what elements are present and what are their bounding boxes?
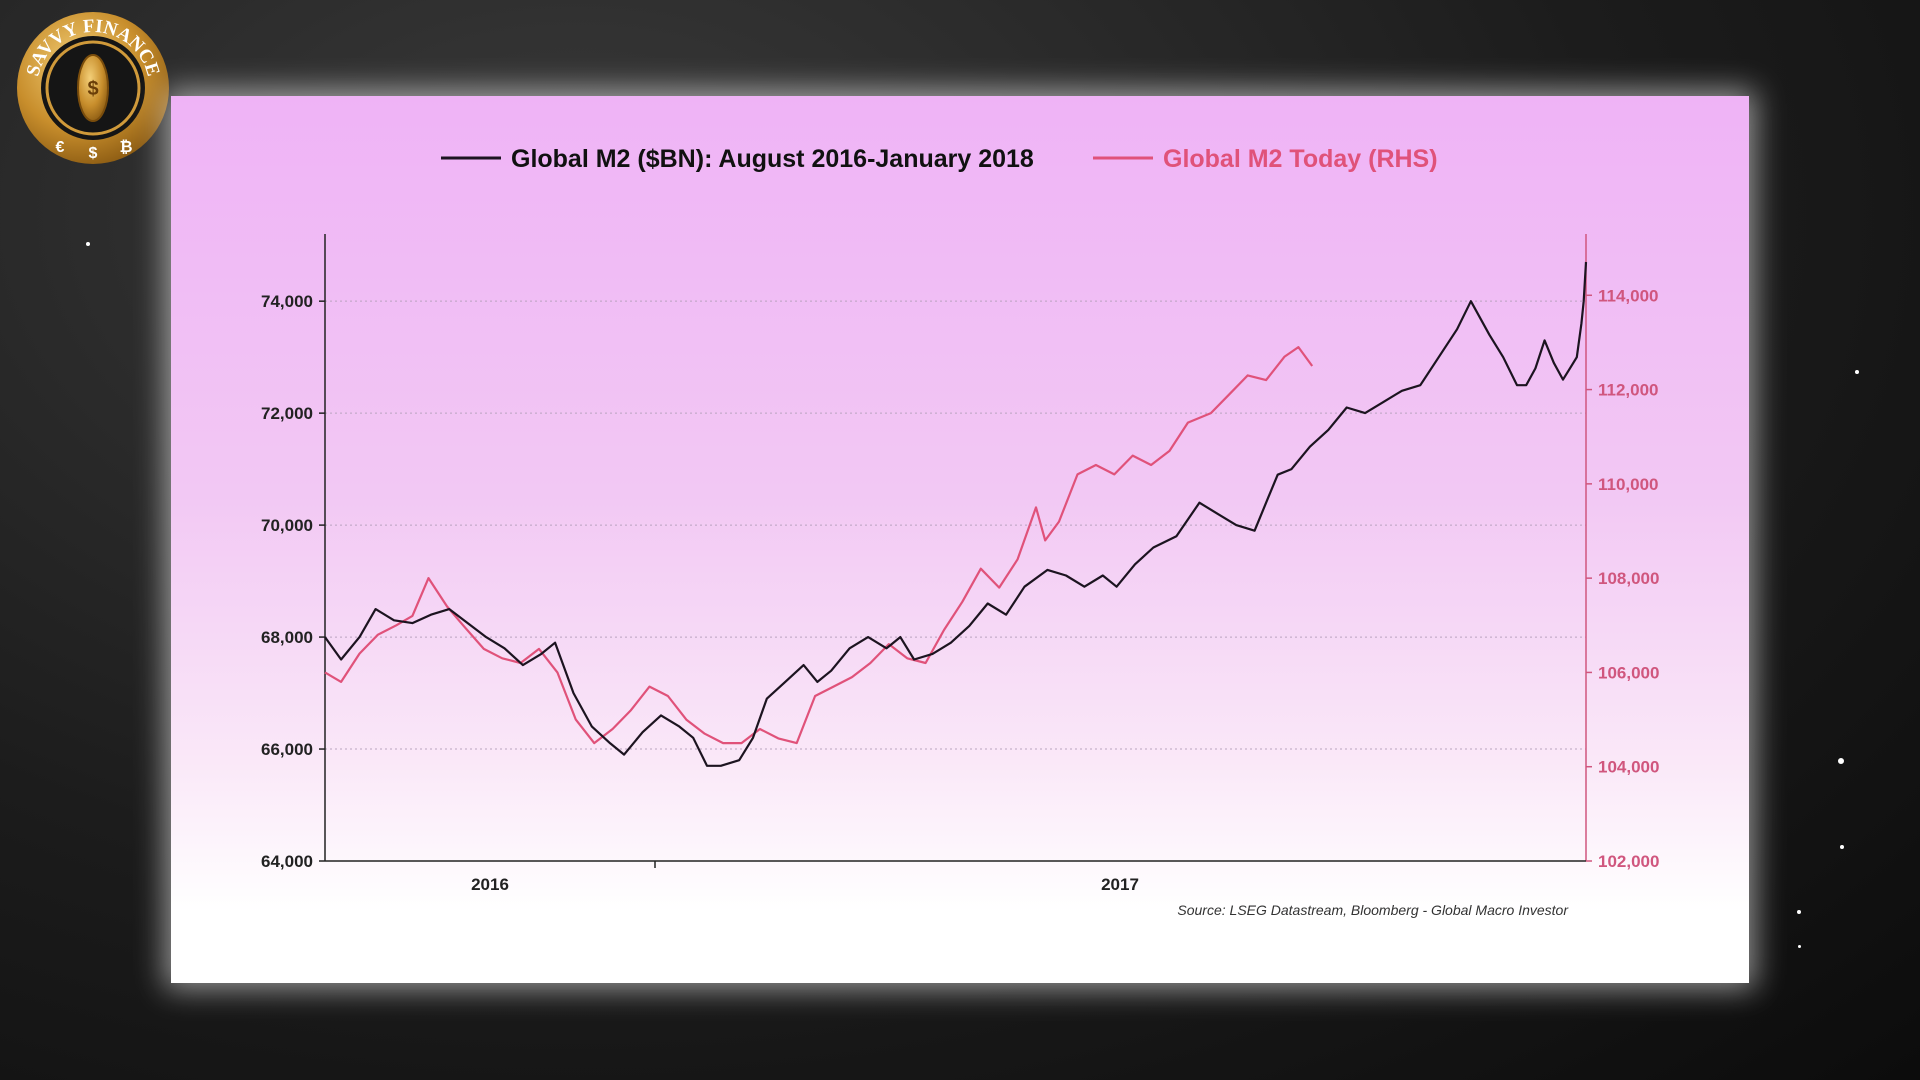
left-tick-label: 74,000 [261, 292, 313, 311]
right-tick-label: 102,000 [1598, 852, 1659, 871]
dollar-symbol: $ [89, 145, 98, 162]
chart-panel: Global M2 ($BN): August 2016-January 201… [171, 96, 1749, 983]
gridlines [325, 300, 1586, 750]
bitcoin-symbol: ₿ [119, 138, 132, 156]
euro-symbol: € [56, 139, 65, 156]
legend: Global M2 ($BN): August 2016-January 201… [441, 145, 1438, 173]
right-tick-label: 112,000 [1598, 381, 1659, 400]
legend-label-global-m2: Global M2 ($BN): August 2016-January 201… [511, 145, 1034, 173]
background-speck [1840, 845, 1844, 849]
right-tick-label: 110,000 [1598, 475, 1659, 494]
m2-line-chart: Global M2 ($BN): August 2016-January 201… [261, 145, 1659, 918]
left-tick-label: 72,000 [261, 404, 313, 423]
right-tick-label: 108,000 [1598, 569, 1659, 588]
savvy-finance-logo: SAVVY FINANCE $ € $ ₿ [17, 12, 169, 164]
left-axis-ticks: 64,000 66,000 68,000 70,000 72,000 74,000 [261, 292, 325, 871]
left-tick-label: 68,000 [261, 628, 313, 647]
series-line-global-m2 [324, 261, 1588, 767]
source-note: Source: LSEG Datastream, Bloomberg - Glo… [1177, 902, 1569, 918]
left-tick-label: 70,000 [261, 516, 313, 535]
series-layer [324, 261, 1588, 767]
background-speck [1838, 758, 1844, 764]
coin-dollar-symbol: $ [87, 78, 98, 100]
left-tick-label: 64,000 [261, 852, 313, 871]
background-speck [1798, 945, 1801, 948]
legend-label-global-m2-today: Global M2 Today (RHS) [1163, 145, 1438, 173]
left-tick-label: 66,000 [261, 740, 313, 759]
right-tick-label: 114,000 [1598, 286, 1659, 305]
right-tick-label: 104,000 [1598, 758, 1659, 777]
background-speck [1855, 370, 1859, 374]
right-axis-ticks: 102,000 104,000 106,000 108,000 110,000 112,0… [1586, 286, 1659, 871]
background-speck [86, 242, 90, 246]
series-line-global-m2-today [324, 346, 1314, 745]
x-tick-label: 2017 [1101, 875, 1139, 894]
axes [324, 234, 1587, 868]
background-speck [1797, 910, 1801, 914]
right-tick-label: 106,000 [1598, 663, 1659, 682]
x-tick-label: 2016 [471, 875, 509, 894]
x-axis-ticks: 2016 2017 [471, 875, 1139, 894]
